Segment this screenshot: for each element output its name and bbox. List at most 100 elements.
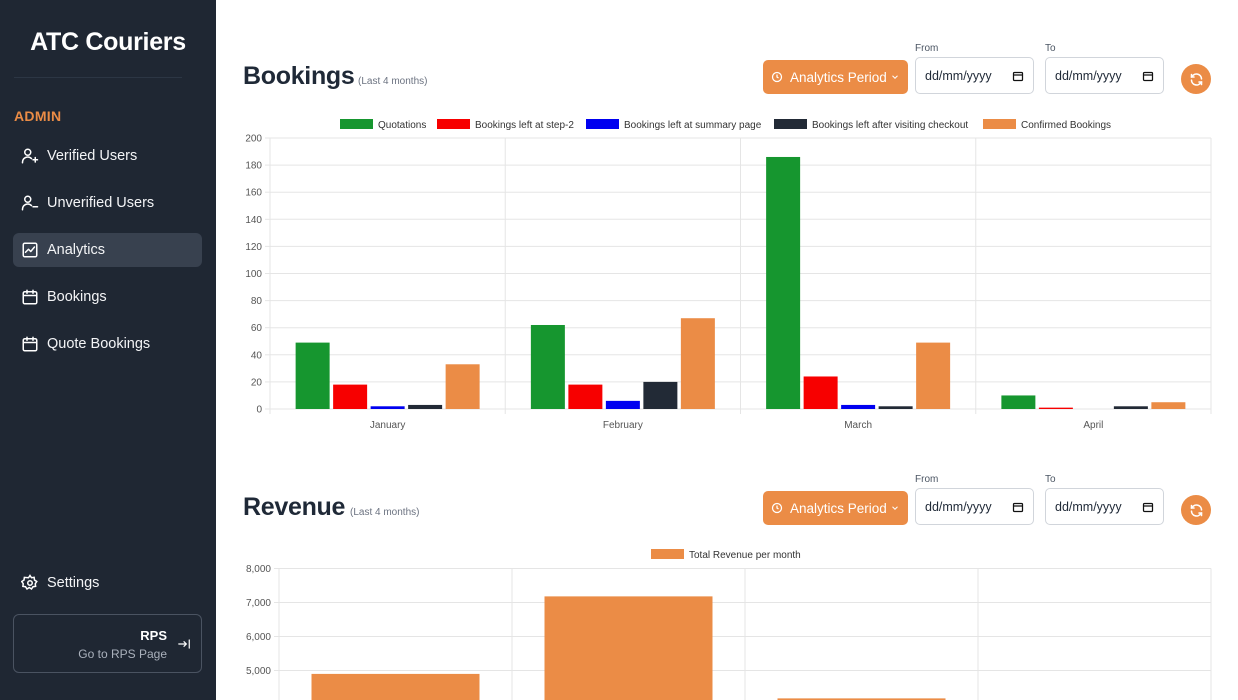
revenue-to-label: To xyxy=(1045,474,1056,485)
refresh-icon xyxy=(1190,72,1202,86)
period-button-label: Analytics Period xyxy=(790,500,887,516)
chevron-down-icon xyxy=(891,75,898,79)
y-tick-label: 6,000 xyxy=(246,632,271,643)
revenue-to-date-input[interactable]: dd/mm/yyyy xyxy=(1045,488,1164,525)
bookings-title: Bookings xyxy=(243,62,355,90)
legend-label-bookings-left-at-summary-page: Bookings left at summary page xyxy=(624,120,762,131)
y-tick-label: 200 xyxy=(245,134,262,145)
legend-swatch-bookings-left-at-summary-page xyxy=(586,119,619,129)
date-placeholder: dd/mm/yyyy xyxy=(1055,499,1122,514)
bookings-to-label: To xyxy=(1045,43,1056,54)
y-tick-label: 20 xyxy=(251,377,263,388)
analytics-icon xyxy=(22,242,38,258)
divider xyxy=(14,77,182,78)
bar-confirmed-bookings-march xyxy=(916,342,951,409)
x-tick-label: January xyxy=(370,420,406,431)
bar-quotations-february xyxy=(530,324,565,409)
legend-label-total-revenue-per-month: Total Revenue per month xyxy=(689,550,801,561)
legend-swatch-bookings-left-after-visiting-checkout xyxy=(774,119,807,129)
sidebar-item-analytics[interactable]: Analytics xyxy=(13,233,202,267)
bookings-bar-chart: Quotations Bookings left at step-2 Booking… xyxy=(245,119,1212,431)
calendar-icon[interactable] xyxy=(1142,501,1154,513)
arrow-right-to-line-icon xyxy=(178,639,190,649)
legend-swatch-bookings-left-at-step-2 xyxy=(437,119,470,129)
y-tick-label: 0 xyxy=(256,405,262,416)
sidebar-item-bookings[interactable]: Bookings xyxy=(13,280,202,314)
bar-bookings-left-after-visiting-checkout-april xyxy=(1113,406,1148,409)
bar-confirmed-bookings-april xyxy=(1151,402,1186,409)
legend-swatch-confirmed-bookings xyxy=(983,119,1016,129)
bar-bookings-left-after-visiting-checkout-february xyxy=(643,381,678,409)
revenue-analytics-period-button[interactable]: Analytics Period xyxy=(763,491,908,525)
bar-bookings-left-at-summary-page-march xyxy=(841,404,876,409)
bookings-from-label: From xyxy=(915,43,939,54)
bar-quotations-march xyxy=(766,156,801,409)
sidebar-item-label: Analytics xyxy=(47,242,106,258)
revenue-subtitle: (Last 4 months) xyxy=(350,507,420,518)
revenue-title: Revenue xyxy=(243,493,346,521)
clock-icon xyxy=(771,502,783,514)
rps-subtitle: Go to RPS Page xyxy=(78,647,167,661)
date-placeholder: dd/mm/yyyy xyxy=(1055,68,1122,83)
revenue-refresh-button[interactable] xyxy=(1181,495,1211,525)
y-tick-label: 160 xyxy=(245,188,262,199)
date-placeholder: dd/mm/yyyy xyxy=(925,68,992,83)
y-tick-label: 120 xyxy=(245,242,262,253)
bar-total-revenue-month-3 xyxy=(777,698,946,700)
x-tick-label: March xyxy=(844,420,872,431)
calendar-icon[interactable] xyxy=(1012,501,1024,513)
bookings-analytics-period-button[interactable]: Analytics Period xyxy=(763,60,908,94)
calendar-icon xyxy=(22,336,38,352)
sidebar-item-unverified-users[interactable]: Unverified Users xyxy=(13,186,202,220)
clock-icon xyxy=(771,71,783,83)
y-tick-label: 7,000 xyxy=(246,598,271,609)
legend-swatch-quotations xyxy=(340,119,373,129)
revenue-from-date-input[interactable]: dd/mm/yyyy xyxy=(915,488,1034,525)
bar-bookings-left-at-step-2-january xyxy=(333,384,368,409)
x-tick-label: April xyxy=(1083,420,1103,431)
legend-label-bookings-left-at-step-2: Bookings left at step-2 xyxy=(475,120,574,131)
sidebar-item-quote-bookings[interactable]: Quote Bookings xyxy=(13,327,202,361)
sidebar-item-label: Quote Bookings xyxy=(47,336,151,352)
y-tick-label: 80 xyxy=(251,296,263,307)
bar-bookings-left-after-visiting-checkout-march xyxy=(878,406,913,409)
sidebar-item-label: Verified Users xyxy=(47,148,138,164)
sidebar-item-label: Bookings xyxy=(47,289,107,305)
calendar-icon[interactable] xyxy=(1012,70,1024,82)
calendar-icon xyxy=(22,289,38,305)
y-tick-label: 140 xyxy=(245,215,262,226)
rps-link-card[interactable]: RPS Go to RPS Page xyxy=(13,614,202,673)
y-tick-label: 180 xyxy=(245,161,262,172)
bookings-refresh-button[interactable] xyxy=(1181,64,1211,94)
bar-total-revenue-month-2 xyxy=(544,596,713,700)
sidebar-item-verified-users[interactable]: Verified Users xyxy=(13,139,202,173)
date-placeholder: dd/mm/yyyy xyxy=(925,499,992,514)
y-tick-label: 40 xyxy=(251,350,263,361)
x-tick-label: February xyxy=(603,420,643,431)
bar-quotations-january xyxy=(295,342,330,409)
calendar-icon[interactable] xyxy=(1142,70,1154,82)
bar-bookings-left-after-visiting-checkout-january xyxy=(408,404,443,409)
revenue-bar-chart: Total Revenue per month 5,000 6,000 7,000 8,… xyxy=(246,549,1212,700)
legend-swatch-total-revenue-per-month xyxy=(651,549,684,559)
sidebar-item-settings[interactable]: Settings xyxy=(13,566,202,600)
legend-label-bookings-left-after-visiting-checkout: Bookings left after visiting checkout xyxy=(812,120,968,131)
chevron-down-icon xyxy=(891,506,898,510)
sidebar-item-label: Settings xyxy=(47,575,100,591)
sidebar: ATC Couriers ADMIN Verified Users Unveri… xyxy=(0,0,216,700)
bar-total-revenue-month-1 xyxy=(311,673,480,700)
bookings-from-date-input[interactable]: dd/mm/yyyy xyxy=(915,57,1034,94)
bar-bookings-left-at-summary-page-january xyxy=(370,406,405,409)
rps-title: RPS xyxy=(140,628,167,643)
user-minus-icon xyxy=(21,195,39,211)
brand-title: ATC Couriers xyxy=(30,28,186,56)
y-tick-label: 5,000 xyxy=(246,666,271,677)
bar-bookings-left-at-summary-page-february xyxy=(605,400,640,409)
gear-icon xyxy=(21,574,38,591)
bar-bookings-left-at-step-2-april xyxy=(1038,407,1073,409)
bookings-to-date-input[interactable]: dd/mm/yyyy xyxy=(1045,57,1164,94)
legend-label-confirmed-bookings: Confirmed Bookings xyxy=(1021,120,1111,131)
bar-bookings-left-at-step-2-february xyxy=(568,384,603,409)
refresh-icon xyxy=(1190,503,1202,517)
y-tick-label: 8,000 xyxy=(246,564,271,575)
